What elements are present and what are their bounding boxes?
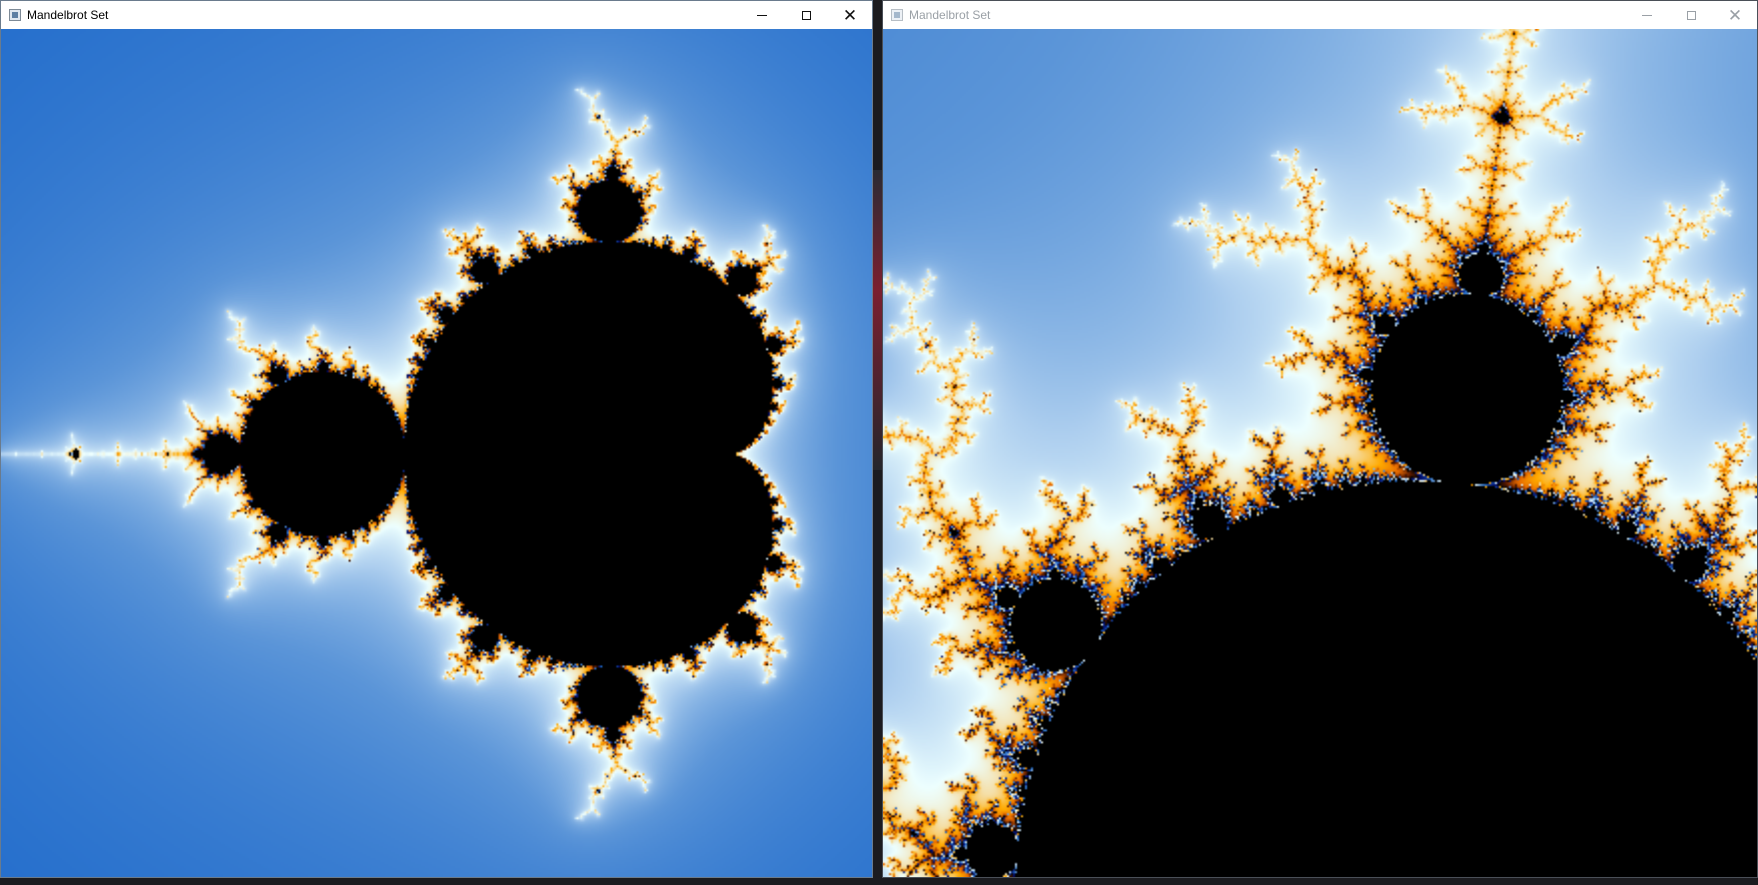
fractal-canvas[interactable]	[883, 29, 1757, 877]
background-window-sliver	[871, 170, 883, 470]
app-window-icon[interactable]	[9, 9, 21, 21]
close-icon: ✕	[842, 5, 858, 25]
maximize-icon	[1686, 10, 1696, 20]
close-icon: ✕	[1727, 5, 1743, 25]
window-title: Mandelbrot Set	[27, 8, 109, 22]
mandelbrot-render[interactable]	[1, 29, 872, 877]
app-window-icon[interactable]	[891, 9, 903, 21]
window-controls: ✕	[1625, 1, 1757, 29]
minimize-button[interactable]	[1625, 1, 1669, 29]
maximize-button[interactable]	[784, 1, 828, 29]
minimize-icon	[757, 14, 767, 16]
window-controls: ✕	[740, 1, 872, 29]
mandelbrot-window-left[interactable]: Mandelbrot Set ✕	[0, 0, 873, 878]
window-title: Mandelbrot Set	[909, 8, 991, 22]
minimize-button[interactable]	[740, 1, 784, 29]
close-button[interactable]: ✕	[828, 1, 872, 29]
title-bar[interactable]: Mandelbrot Set ✕	[1, 1, 872, 29]
minimize-icon	[1642, 14, 1652, 16]
mandelbrot-render[interactable]	[883, 29, 1757, 877]
title-bar[interactable]: Mandelbrot Set ✕	[883, 1, 1757, 29]
fractal-canvas[interactable]	[1, 29, 872, 877]
maximize-icon	[801, 10, 811, 20]
maximize-button[interactable]	[1669, 1, 1713, 29]
mandelbrot-window-right[interactable]: Mandelbrot Set ✕	[882, 0, 1758, 878]
close-button[interactable]: ✕	[1713, 1, 1757, 29]
